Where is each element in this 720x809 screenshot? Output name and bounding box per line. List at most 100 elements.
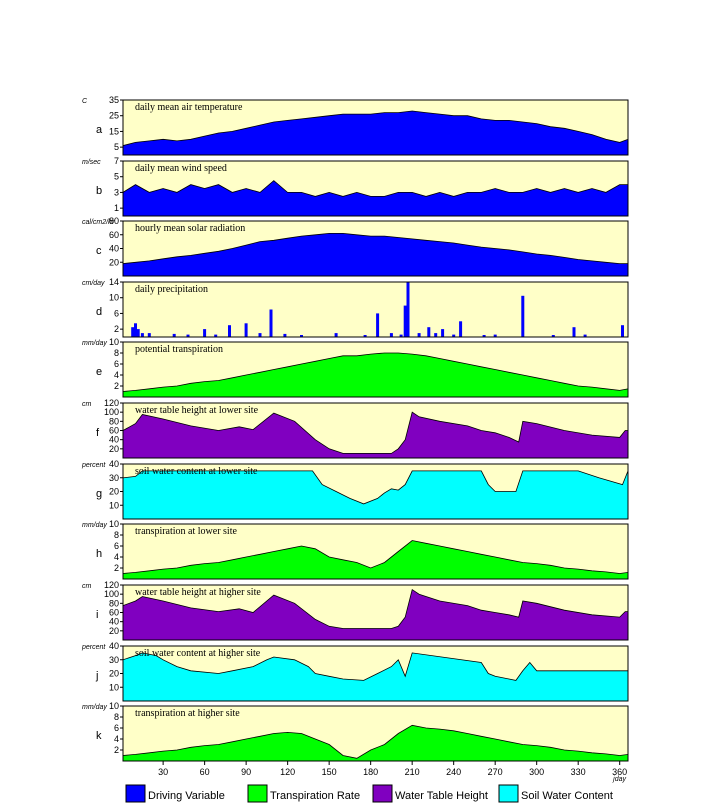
- precip-bar: [417, 333, 421, 337]
- y-tick-label: 10: [109, 701, 119, 711]
- precip-bar: [228, 325, 231, 337]
- y-tick-label: 2: [114, 381, 119, 391]
- legend-swatch: [125, 784, 146, 803]
- panel-letter-g: g: [96, 488, 102, 500]
- precip-bar: [269, 309, 273, 337]
- x-tick-label: 60: [200, 767, 210, 777]
- y-tick-label: 10: [109, 337, 119, 347]
- x-axis-label: jday: [612, 776, 626, 783]
- y-tick-label: 4: [114, 370, 119, 380]
- panel-b: [120, 160, 629, 217]
- panel-frame: [122, 341, 629, 398]
- y-tick-label: 25: [109, 111, 119, 121]
- panel-unit-g: percent: [81, 462, 106, 469]
- precip-bar: [140, 333, 144, 337]
- panel-j: [120, 645, 629, 702]
- y-tick-label: 2: [114, 563, 119, 573]
- legend-label: Soil Water Content: [521, 790, 613, 802]
- panel-letter-c: c: [96, 245, 102, 257]
- series-area-g: [122, 470, 629, 520]
- precip-bar: [459, 321, 463, 337]
- panel-unit-i: cm: [82, 583, 92, 590]
- y-tick-label: 100: [104, 589, 119, 599]
- x-tick-label: 270: [488, 767, 503, 777]
- panel-title-k: transpiration at higher site: [135, 708, 240, 719]
- x-tick-label: 300: [529, 767, 544, 777]
- precip-bar: [621, 325, 624, 337]
- panel-unit-c: cal/cm2/hr: [82, 219, 115, 226]
- y-tick-label: 10: [109, 500, 119, 510]
- x-tick-label: 330: [571, 767, 586, 777]
- panel-letter-k: k: [96, 730, 102, 742]
- panel-frame: [122, 281, 629, 338]
- panel-e: [120, 341, 629, 398]
- y-tick-label: 30: [109, 655, 119, 665]
- y-tick-label: 20: [109, 257, 119, 267]
- panel-frame: [122, 705, 629, 762]
- series-area-b: [122, 180, 629, 217]
- y-tick-label: 120: [104, 580, 119, 590]
- panel-unit-b: m/sec: [82, 159, 101, 166]
- x-tick-label: 360: [612, 767, 627, 777]
- y-tick-label: 10: [109, 682, 119, 692]
- panel-c: [120, 220, 629, 277]
- y-tick-label: 4: [114, 552, 119, 562]
- precip-bar: [572, 327, 576, 337]
- panel-title-j: soil water content at higher site: [135, 648, 261, 659]
- precip-bar: [172, 333, 176, 337]
- precip-bar: [363, 335, 367, 337]
- y-tick-label: 30: [109, 473, 119, 483]
- panel-unit-h: mm/day: [82, 522, 107, 529]
- y-tick-label: 15: [109, 126, 119, 136]
- y-tick-label: 80: [109, 416, 119, 426]
- precip-bar: [283, 333, 287, 337]
- series-area-f: [122, 411, 629, 459]
- y-tick-label: 20: [109, 626, 119, 636]
- panel-frame: [122, 99, 629, 156]
- y-tick-label: 40: [109, 459, 119, 469]
- y-tick-label: 60: [109, 426, 119, 436]
- y-tick-label: 40: [109, 244, 119, 254]
- x-tick-label: 210: [405, 767, 420, 777]
- panel-title-e: potential transpiration: [135, 344, 223, 355]
- panel-d: [120, 281, 629, 338]
- y-tick-label: 80: [109, 598, 119, 608]
- y-tick-label: 8: [114, 348, 119, 358]
- panel-frame: [122, 523, 629, 580]
- series-area-h: [122, 540, 629, 580]
- panel-g: [120, 463, 629, 520]
- precip-bar: [551, 335, 555, 337]
- legend-swatch: [247, 784, 268, 803]
- panel-letter-h: h: [96, 548, 102, 560]
- y-tick-label: 20: [109, 444, 119, 454]
- precip-bar: [434, 333, 438, 337]
- panel-unit-j: percent: [81, 644, 106, 651]
- y-tick-label: 1: [114, 203, 119, 213]
- y-tick-label: 7: [114, 156, 119, 166]
- x-tick-label: 240: [446, 767, 461, 777]
- legend-label: Driving Variable: [148, 790, 225, 802]
- series-area-i: [122, 588, 629, 641]
- panel-title-h: transpiration at lower site: [135, 526, 237, 537]
- panel-frame: [122, 160, 629, 217]
- y-tick-label: 3: [114, 187, 119, 197]
- series-area-e: [122, 352, 629, 398]
- y-tick-label: 40: [109, 617, 119, 627]
- precip-bar: [406, 282, 410, 337]
- series-area-c: [122, 233, 629, 277]
- panel-background: [123, 282, 628, 337]
- y-tick-label: 2: [114, 745, 119, 755]
- precip-bar: [214, 334, 218, 337]
- legend-swatch: [498, 784, 519, 803]
- precip-bar: [482, 335, 486, 337]
- precip-bar: [134, 323, 137, 338]
- precip-bar: [403, 305, 407, 337]
- x-tick-label: 90: [241, 767, 251, 777]
- y-tick-label: 6: [114, 723, 119, 733]
- y-tick-label: 2: [114, 324, 119, 334]
- y-tick-label: 8: [114, 712, 119, 722]
- precip-bar: [389, 333, 393, 337]
- y-tick-label: 10: [109, 293, 119, 303]
- precip-bar: [258, 333, 262, 337]
- precip-bar: [399, 334, 403, 337]
